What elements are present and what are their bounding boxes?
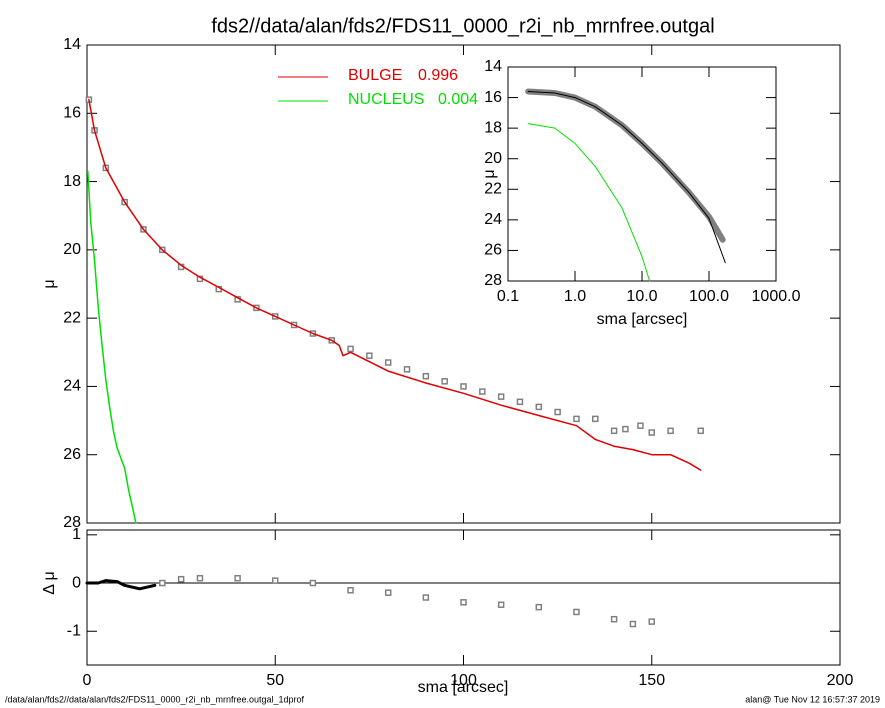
x-tick-label: 1.0 (564, 288, 586, 305)
footer-left: /data/alan/fds2//data/alan/fds2/FDS11_00… (5, 694, 305, 704)
y-tick-label: 20 (484, 150, 502, 167)
y-tick-label: 16 (484, 89, 502, 106)
data-point (460, 599, 467, 606)
data-point (535, 403, 543, 411)
data-point (347, 345, 354, 353)
legend-value: 0.996 (418, 67, 458, 84)
data-point (234, 574, 241, 582)
data-point (441, 378, 448, 385)
data-point (497, 601, 505, 608)
data-point (610, 427, 618, 435)
data-point (347, 587, 354, 594)
y-axis-label: μ (41, 279, 58, 288)
y-tick-label: 28 (63, 514, 81, 531)
y-tick-label: 26 (484, 242, 502, 259)
x-tick-label: 200 (827, 672, 854, 689)
y-tick-label: 1 (72, 526, 81, 543)
data-point (554, 408, 561, 416)
y-tick-label: 14 (63, 36, 81, 53)
x-tick-label: 10.0 (626, 288, 657, 305)
legend-value: 0.004 (438, 91, 478, 108)
x-tick-label: 100.0 (689, 288, 729, 305)
legend-label: BULGE (348, 67, 402, 84)
data-point (535, 603, 543, 611)
y-tick-label: 18 (484, 119, 502, 136)
y-tick-label: 0 (72, 574, 81, 591)
x-axis-label: sma [arcsec] (418, 679, 509, 696)
data-point (422, 594, 430, 601)
data-point (479, 388, 486, 395)
data-point (648, 429, 655, 436)
data-point (403, 366, 411, 373)
data-point (384, 359, 392, 366)
data-line (527, 123, 651, 282)
data-point (460, 383, 467, 390)
x-axis-label: sma [arcsec] (597, 311, 688, 328)
y-tick-label: 22 (484, 181, 502, 198)
y-tick-label: 26 (63, 446, 81, 463)
x-tick-label: 0.1 (497, 288, 519, 305)
data-line (87, 170, 137, 524)
data-point (667, 427, 674, 435)
data-point (366, 352, 373, 359)
data-point (309, 579, 317, 587)
data-point (384, 589, 392, 596)
x-tick-label: 50 (266, 672, 284, 689)
data-point (629, 620, 637, 628)
y-tick-label: 16 (63, 105, 81, 122)
y-tick-label: -1 (67, 622, 81, 639)
y-tick-label: 24 (484, 211, 502, 228)
y-tick-label: 22 (63, 309, 81, 326)
data-point (573, 608, 580, 616)
x-tick-label: 150 (638, 672, 665, 689)
x-tick-label: 100 (450, 672, 477, 689)
data-point (592, 415, 599, 423)
data-point (610, 615, 618, 623)
y-tick-label: 14 (484, 58, 502, 75)
y-tick-label: 24 (63, 378, 81, 395)
y-axis-label: Δ μ (41, 571, 58, 594)
data-point (637, 422, 644, 429)
data-line (85, 579, 157, 591)
data-point (196, 574, 204, 582)
legend-label: NUCLEUS (348, 91, 424, 108)
data-point (573, 415, 580, 423)
data-point (516, 398, 524, 406)
data-point (177, 575, 185, 583)
data-point (272, 577, 279, 584)
data-line (88, 98, 702, 471)
x-tick-label: 1000.0 (752, 288, 801, 305)
data-point (497, 393, 505, 400)
data-point (648, 618, 655, 625)
data-line (527, 91, 726, 264)
data-point (159, 579, 166, 587)
y-tick-label: 20 (63, 241, 81, 258)
footer-right: alan@ Tue Nov 12 16:57:37 2019 (745, 694, 880, 704)
y-tick-label: 18 (63, 173, 81, 190)
y-tick-label: 28 (484, 272, 502, 289)
data-point (622, 425, 629, 433)
x-tick-label: 0 (83, 672, 92, 689)
data-point (422, 372, 430, 380)
data-point (697, 427, 704, 435)
chart-title: fds2//data/alan/fds2/FDS11_0000_r2i_nb_m… (211, 15, 714, 37)
y-axis-label: μ (481, 169, 498, 178)
